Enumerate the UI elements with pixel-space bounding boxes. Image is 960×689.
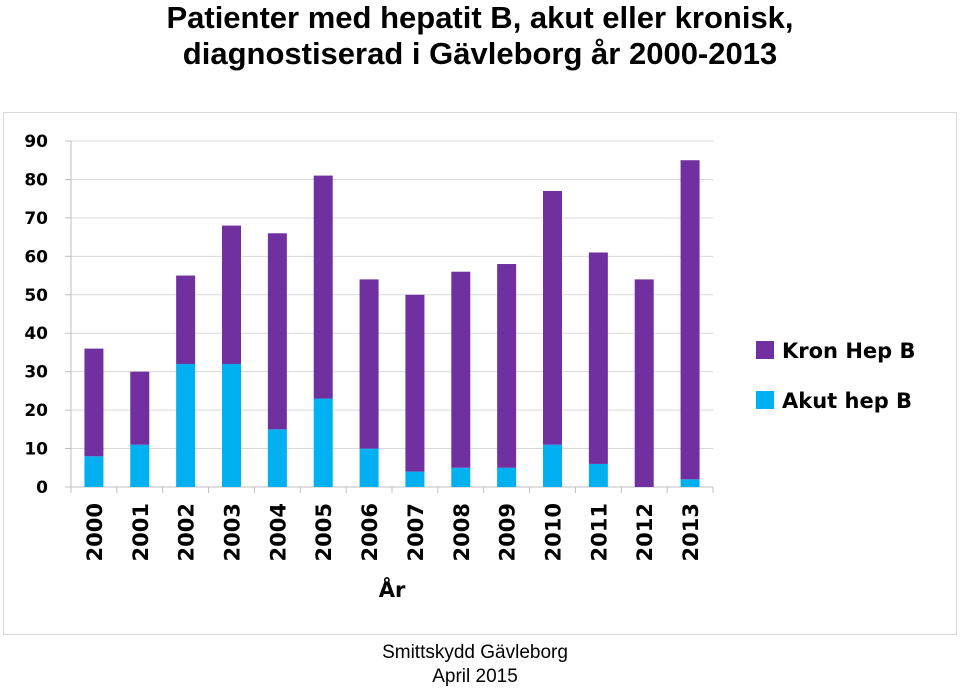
y-tick-label: 50 xyxy=(24,286,48,306)
y-tick-label: 60 xyxy=(24,247,48,267)
footer-date: April 2015 xyxy=(432,666,518,687)
y-tick-label: 70 xyxy=(24,209,48,229)
bar-segment xyxy=(680,160,700,480)
legend-label: Kron Hep B xyxy=(782,339,916,363)
x-tick-label: 2005 xyxy=(312,503,336,561)
bar-segment xyxy=(222,225,241,364)
x-axis-title: År xyxy=(379,577,406,602)
x-tick-label: 2004 xyxy=(266,503,290,561)
legend-swatch xyxy=(756,391,774,409)
bar-segment xyxy=(680,479,700,487)
x-tick-label: 2000 xyxy=(83,503,107,561)
bar-segment xyxy=(313,398,333,487)
x-tick-label: 2012 xyxy=(633,503,657,561)
x-tick-label: 2003 xyxy=(221,503,245,561)
bar-segment xyxy=(313,175,333,399)
bar-segment xyxy=(84,348,104,457)
bar-segment xyxy=(222,363,241,487)
y-tick-label: 90 xyxy=(24,132,48,152)
bar-segment xyxy=(130,371,150,445)
x-tick-label: 2007 xyxy=(404,503,428,561)
footer: Smittskydd Gävleborg April 2015 xyxy=(330,641,620,689)
bar-segment xyxy=(359,448,379,487)
bar-segment xyxy=(451,271,471,468)
title-line-1: Patienter med hepatit B, akut eller kron… xyxy=(166,0,794,35)
bar-segment xyxy=(176,363,196,487)
bar-segment xyxy=(130,444,150,487)
bar-segment xyxy=(405,294,425,472)
y-tick-label: 30 xyxy=(24,363,48,383)
bar-segment xyxy=(405,471,425,487)
x-tick-label: 2009 xyxy=(496,503,520,561)
y-tick-label: 80 xyxy=(24,170,48,190)
legend: Kron Hep B Akut hep B xyxy=(756,339,916,413)
title-line-2: diagnostiserad i Gävleborg år 2000-2013 xyxy=(182,36,778,71)
x-tick-label: 2010 xyxy=(542,503,566,561)
bar-segment xyxy=(543,190,562,445)
bar-segment xyxy=(84,456,104,487)
x-tick-label: 2001 xyxy=(129,503,153,561)
bar-segment xyxy=(634,279,654,487)
bar-segment xyxy=(497,467,517,487)
y-tick-label: 10 xyxy=(24,440,48,460)
footer-organization: Smittskydd Gävleborg xyxy=(382,642,568,663)
x-tick-label: 2002 xyxy=(175,503,199,561)
bar-segment xyxy=(588,252,608,464)
legend-label: Akut hep B xyxy=(782,389,912,413)
chart-frame: 0 10 20 30 40 50 60 70 80 90 2000 2001 2002 2003 2004… xyxy=(3,112,957,635)
bar-segment xyxy=(267,429,287,487)
y-tick-label: 40 xyxy=(24,324,48,344)
axes xyxy=(70,141,714,493)
bar-segment xyxy=(497,264,517,468)
y-tick-labels: 0 10 20 30 40 50 60 70 80 90 xyxy=(24,132,48,498)
x-tick-label: 2011 xyxy=(587,503,611,561)
y-tick-label: 0 xyxy=(36,478,48,498)
x-tick-label: 2006 xyxy=(358,503,382,561)
legend-swatch xyxy=(756,341,774,359)
bar-segment xyxy=(451,467,471,487)
y-tick-label: 20 xyxy=(24,401,48,421)
x-tick-labels: 2000 2001 2002 2003 2004 2005 2006 2007 2008 2009… xyxy=(83,503,703,561)
bar-segment xyxy=(267,233,287,430)
x-tick-label: 2008 xyxy=(450,503,474,561)
gridlines xyxy=(65,140,713,488)
bar-segment xyxy=(588,463,608,487)
stacked-bar-chart: 0 10 20 30 40 50 60 70 80 90 2000 2001 2002 2003 2004… xyxy=(24,132,916,602)
bar-segment xyxy=(176,275,196,364)
bar-segment xyxy=(543,444,562,487)
x-tick-label: 2013 xyxy=(679,503,703,561)
slide-title: Patienter med hepatit B, akut eller kron… xyxy=(0,0,960,72)
bar-segment xyxy=(359,279,379,449)
bars xyxy=(84,160,700,487)
